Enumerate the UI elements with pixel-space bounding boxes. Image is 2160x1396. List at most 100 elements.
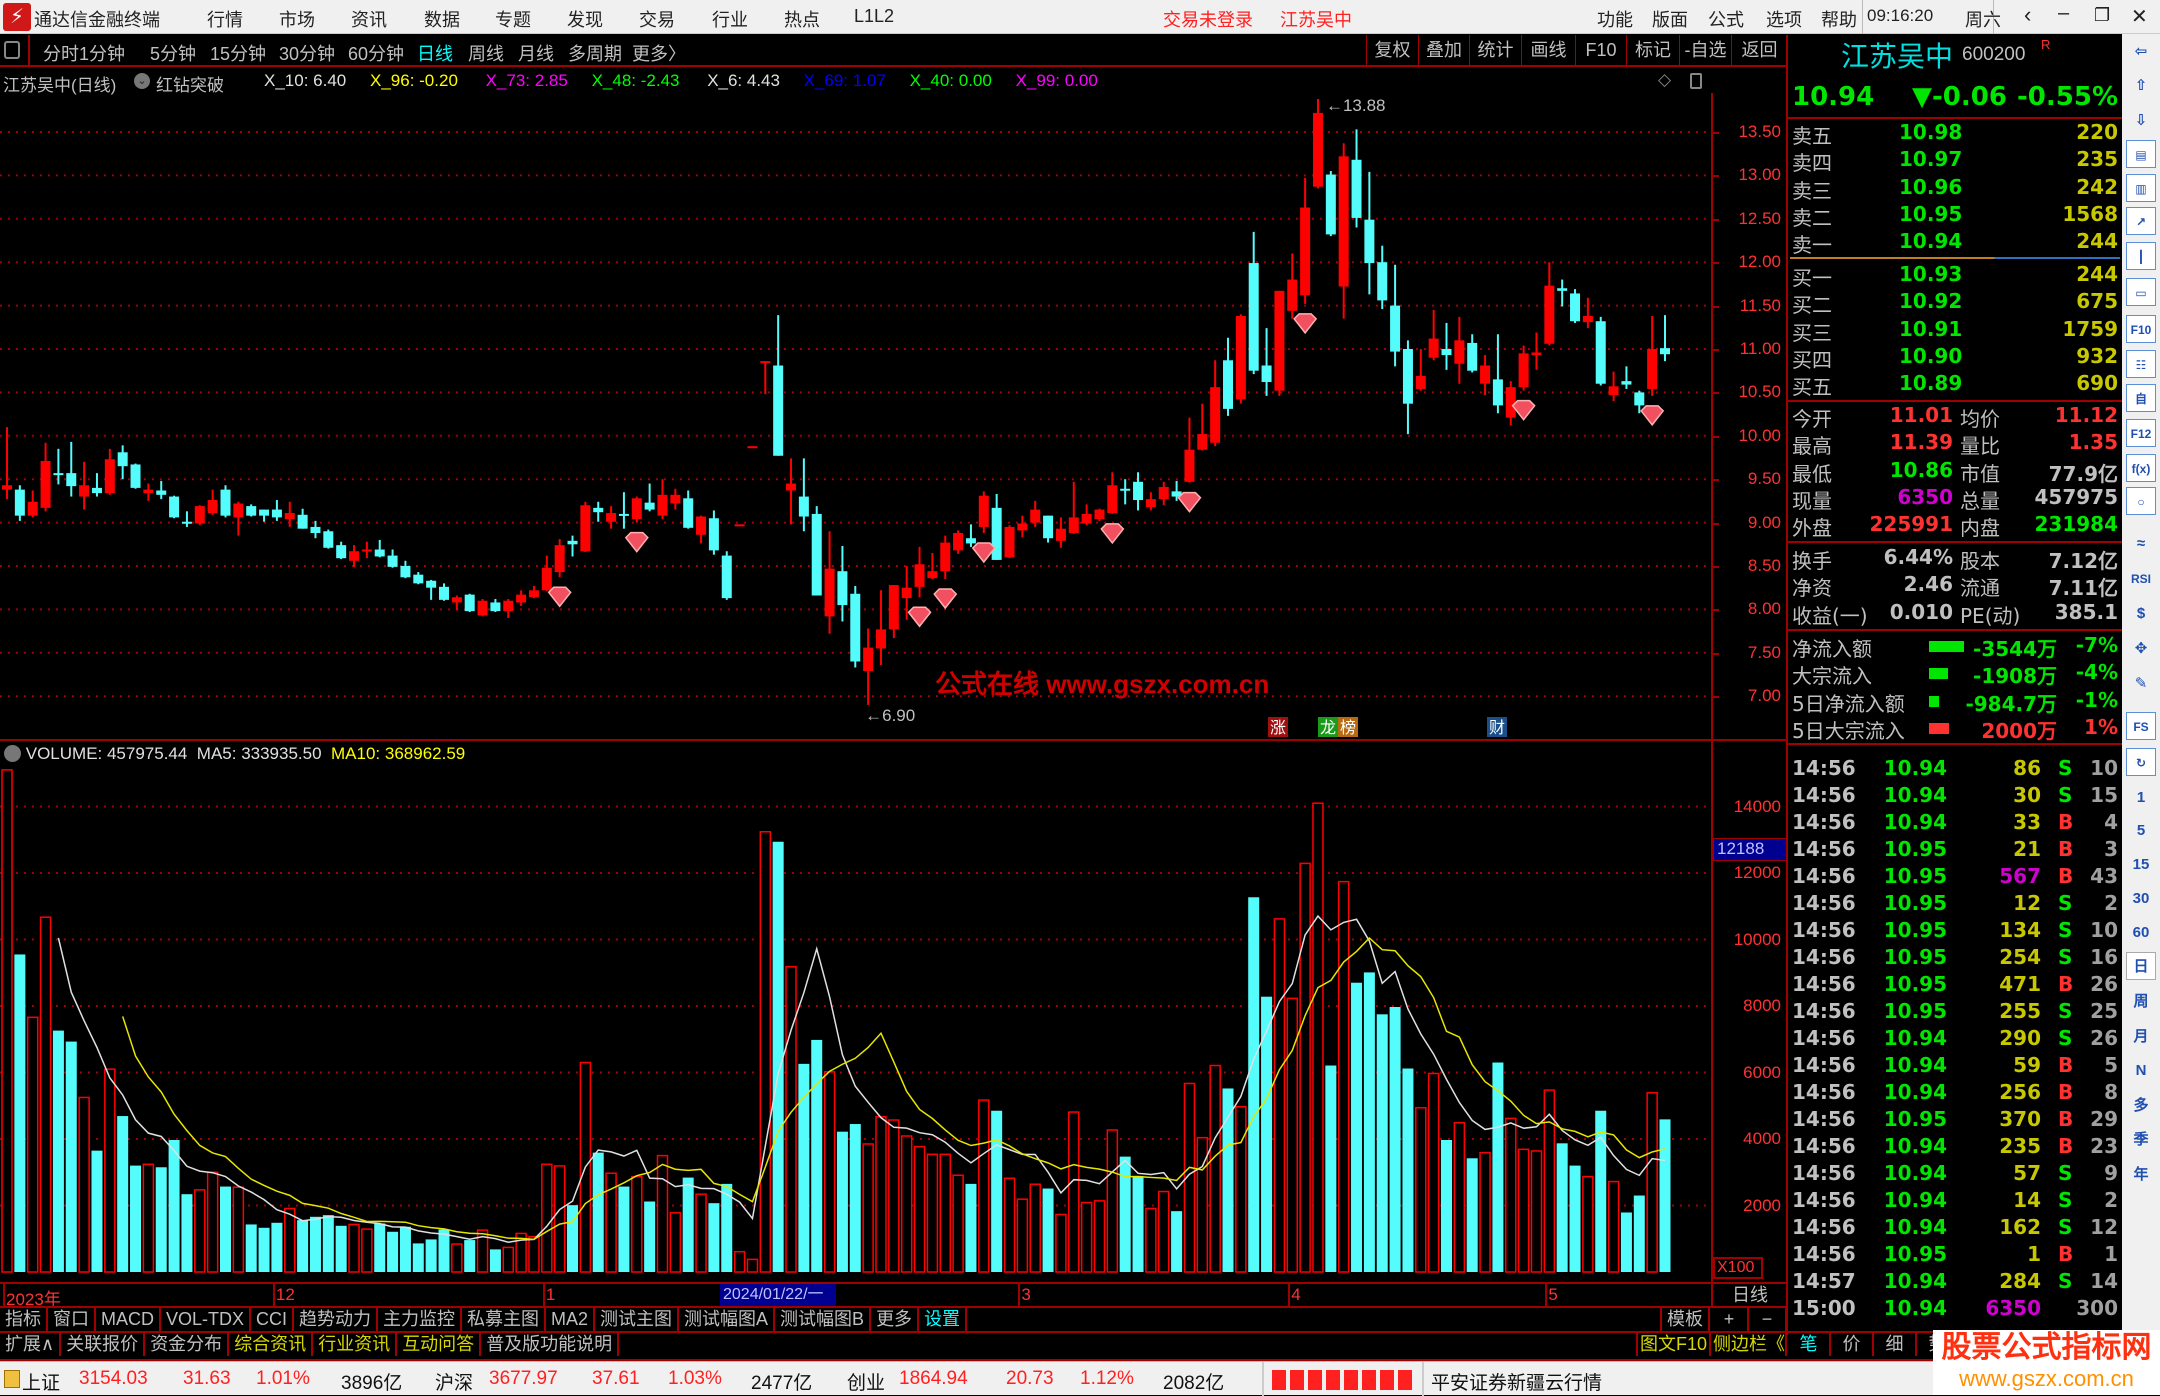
- volume-chart[interactable]: [0, 740, 1711, 1280]
- menu-hangye[interactable]: 行业: [712, 10, 748, 30]
- market-icon[interactable]: [4, 1370, 20, 1388]
- toolbar-button-6[interactable]: -自选: [1679, 35, 1731, 65]
- extension-tab[interactable]: 综合资讯: [229, 1333, 314, 1356]
- period-5-button[interactable]: 5: [2136, 822, 2146, 839]
- menu-l1l2[interactable]: L1L2: [854, 6, 895, 26]
- period-day-button[interactable]: 日: [2126, 952, 2156, 980]
- candles-icon[interactable]: ┃: [2126, 242, 2156, 270]
- indicator-tab[interactable]: 更多: [871, 1308, 920, 1331]
- sidebar-toggle-button[interactable]: 侧边栏《: [1713, 1333, 1787, 1356]
- period-10[interactable]: 更多〉: [632, 44, 686, 64]
- menu-shichang[interactable]: 市场: [279, 10, 315, 30]
- plus-button[interactable]: +: [1711, 1308, 1749, 1331]
- formula-icon[interactable]: f(x): [2126, 454, 2156, 482]
- menu-gongneng[interactable]: 功能: [1597, 10, 1633, 30]
- period-3[interactable]: 15分钟: [210, 44, 267, 64]
- toolbar-button-7[interactable]: 返回: [1731, 35, 1787, 65]
- move-icon[interactable]: ✥: [2134, 640, 2148, 657]
- menu-banmian[interactable]: 版面: [1652, 10, 1688, 30]
- extension-tab[interactable]: 互动问答: [397, 1333, 482, 1356]
- quote-tab-2[interactable]: 细: [1874, 1333, 1917, 1356]
- period-30-button[interactable]: 30: [2132, 890, 2150, 907]
- minus-button[interactable]: −: [1749, 1308, 1787, 1331]
- indicator-tab[interactable]: 主力监控: [378, 1308, 463, 1331]
- panel-toggle-icon[interactable]: [4, 41, 20, 59]
- restore-icon[interactable]: ❐: [2094, 5, 2111, 25]
- period-6[interactable]: 日线: [417, 44, 453, 64]
- diamond-icon[interactable]: ◇: [1658, 70, 1672, 89]
- extension-tab[interactable]: 关联报价: [61, 1333, 146, 1356]
- back-icon[interactable]: ‹: [2024, 2, 2032, 27]
- minimize-icon[interactable]: –: [2058, 2, 2070, 24]
- windows-icon[interactable]: ▭: [2126, 278, 2156, 306]
- toolbar-button-3[interactable]: 画线: [1521, 35, 1575, 65]
- template-button[interactable]: 模板: [1660, 1308, 1710, 1331]
- sh-name[interactable]: 上证: [22, 1373, 61, 1394]
- menu-zhuanti[interactable]: 专题: [495, 10, 531, 30]
- quote-list-icon[interactable]: ▤: [2126, 140, 2156, 168]
- back-arrow-icon[interactable]: ⇦: [2134, 43, 2148, 60]
- period-year-button[interactable]: 年: [2133, 1166, 2149, 1183]
- quote-tab-1[interactable]: 价: [1831, 1333, 1874, 1356]
- period-week-button[interactable]: 周: [2133, 993, 2149, 1010]
- down-arrow-icon[interactable]: ⇩: [2134, 112, 2148, 129]
- indicator-tab[interactable]: CCI: [251, 1308, 295, 1331]
- f12-icon[interactable]: F12: [2126, 419, 2156, 447]
- formula-dropdown-icon[interactable]: ⌄: [134, 73, 150, 89]
- toolbar-button-4[interactable]: F10: [1575, 35, 1626, 65]
- volume-dropdown-icon[interactable]: [4, 745, 21, 762]
- toolbar-button-0[interactable]: 复权: [1366, 35, 1418, 65]
- indicator-tab[interactable]: 窗口: [48, 1308, 96, 1331]
- extension-tab[interactable]: 扩展∧: [0, 1333, 62, 1356]
- period-4[interactable]: 30分钟: [279, 44, 336, 64]
- cy-name[interactable]: 创业: [847, 1373, 886, 1394]
- menu-hangqing[interactable]: 行情: [207, 10, 243, 30]
- s-icon[interactable]: $: [2136, 605, 2146, 622]
- menu-faxian[interactable]: 发现: [567, 10, 603, 30]
- menu-gongshi[interactable]: 公式: [1708, 10, 1744, 30]
- quote-tab-0[interactable]: 笔: [1788, 1333, 1831, 1356]
- toolbar-button-5[interactable]: 标记: [1626, 35, 1679, 65]
- indicator-tab[interactable]: 测试主图: [595, 1308, 680, 1331]
- period-1-button[interactable]: 1: [2136, 789, 2146, 806]
- indicator-tab[interactable]: VOL-TDX: [161, 1308, 252, 1331]
- indicator-tab[interactable]: 私募主图: [462, 1308, 547, 1331]
- period-9[interactable]: 多周期: [568, 44, 622, 64]
- indicator-tab[interactable]: 测试幅图B: [775, 1308, 872, 1331]
- extension-tab[interactable]: 普及版功能说明: [481, 1333, 620, 1356]
- period-7[interactable]: 周线: [468, 44, 504, 64]
- rsi-icon[interactable]: RSI: [2130, 572, 2151, 586]
- period-1[interactable]: 1分钟: [79, 44, 126, 64]
- period-0[interactable]: 分时: [43, 44, 79, 64]
- period-15-button[interactable]: 15: [2132, 856, 2150, 873]
- period-2[interactable]: 5分钟: [150, 44, 197, 64]
- toolbar-button-1[interactable]: 叠加: [1418, 35, 1469, 65]
- toolbar-button-2[interactable]: 统计: [1469, 35, 1521, 65]
- close-icon[interactable]: ✕: [2131, 6, 2148, 28]
- indicator-tab[interactable]: MACD: [96, 1308, 161, 1331]
- indicator-tab[interactable]: 测试幅图A: [679, 1308, 776, 1331]
- indicator-tab[interactable]: 趋势动力: [294, 1308, 379, 1331]
- f10-text-button[interactable]: 图文F10: [1636, 1333, 1712, 1356]
- line-chart-icon[interactable]: ↗: [2126, 207, 2156, 235]
- circle-icon[interactable]: ○: [2126, 487, 2156, 515]
- tree-icon[interactable]: ☷: [2126, 350, 2156, 378]
- refresh-icon[interactable]: ↻: [2126, 748, 2156, 776]
- period-quarter-button[interactable]: 季: [2133, 1131, 2149, 1148]
- period-60-button[interactable]: 60: [2132, 924, 2150, 941]
- hs-name[interactable]: 沪深: [435, 1373, 474, 1394]
- self-select-icon[interactable]: 自: [2126, 384, 2156, 412]
- grid-icon[interactable]: ▥: [2126, 174, 2156, 202]
- period-n-button[interactable]: N: [2135, 1062, 2147, 1079]
- wave-icon[interactable]: ≈: [2136, 535, 2146, 552]
- window-icon[interactable]: [1690, 73, 1702, 89]
- pencil-icon[interactable]: ✎: [2134, 675, 2148, 692]
- fs-icon[interactable]: FS: [2126, 712, 2156, 740]
- price-chart[interactable]: ←13.88 ←6.90 公式在线 www.gszx.com.cn 涨 龙榜 财: [0, 93, 1711, 740]
- f10-icon[interactable]: F10: [2126, 315, 2156, 343]
- menu-shuju[interactable]: 数据: [424, 10, 460, 30]
- indicator-tab[interactable]: 设置: [919, 1308, 968, 1331]
- period-5[interactable]: 60分钟: [348, 44, 405, 64]
- up-arrow-icon[interactable]: ⇧: [2134, 77, 2148, 94]
- period-8[interactable]: 月线: [518, 44, 554, 64]
